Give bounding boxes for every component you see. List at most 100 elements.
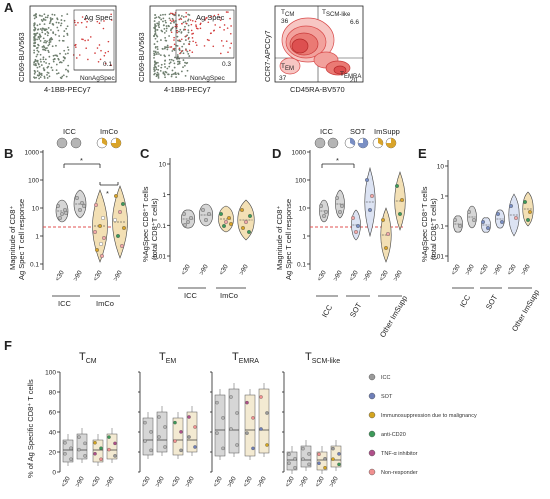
y-tick-label: 80 — [49, 390, 57, 397]
event-dot — [40, 74, 43, 77]
data-point — [324, 209, 329, 214]
event-dot — [164, 36, 167, 39]
event-dot — [188, 40, 191, 43]
event-dot — [34, 58, 37, 61]
x-tick-label: >90 — [362, 269, 374, 282]
y-tick-label: 0.1 — [435, 224, 444, 231]
event-dot — [210, 15, 212, 18]
event-dot — [184, 25, 186, 28]
y-tick-label: 60 — [49, 410, 57, 417]
event-dot — [33, 63, 35, 66]
x-tick-label: <30 — [348, 269, 360, 282]
event-dot — [168, 58, 171, 61]
event-dot — [66, 32, 69, 35]
y-axis-label: Magnitude of CD8⁺ — [275, 206, 284, 270]
event-dot — [67, 48, 70, 51]
panel-label-d: D — [272, 146, 281, 161]
event-dot — [213, 14, 216, 17]
event-dot — [155, 62, 158, 65]
event-dot — [186, 69, 189, 72]
event-dot — [180, 70, 183, 73]
y-tick-label: 10 — [159, 162, 167, 169]
event-dot — [43, 77, 46, 79]
event-dot — [61, 75, 64, 78]
y-tick-label: 0.01 — [431, 254, 444, 261]
y-tick-label: 40 — [49, 430, 57, 437]
x-tick-label: >90 — [392, 269, 404, 282]
data-point — [251, 416, 255, 420]
event-dot — [190, 23, 193, 26]
event-dot — [182, 29, 185, 31]
data-point — [265, 411, 269, 415]
event-dot — [34, 13, 37, 16]
event-dot — [36, 28, 39, 31]
y-axis-label: CD69-BUV563 — [17, 32, 26, 82]
event-dot — [157, 51, 159, 54]
event-dot — [155, 53, 158, 55]
event-dot — [58, 39, 61, 42]
event-dot — [75, 57, 78, 59]
event-dot — [178, 47, 181, 50]
event-dot — [61, 14, 63, 17]
event-dot — [84, 18, 87, 21]
data-point — [228, 221, 233, 226]
y-tick-label: 100 — [295, 178, 306, 185]
event-dot — [191, 33, 193, 35]
event-dot — [39, 34, 42, 37]
event-dot — [176, 35, 179, 38]
y-tick-label: 1 — [35, 234, 39, 241]
data-point — [79, 200, 84, 205]
event-dot — [180, 50, 183, 52]
data-point — [370, 193, 375, 198]
event-dot — [65, 75, 68, 78]
event-dot — [97, 60, 100, 63]
event-dot — [66, 13, 69, 16]
y-tick-label: 1 — [302, 234, 306, 241]
contour-density — [279, 17, 351, 76]
event-dot — [173, 36, 175, 39]
event-dot — [58, 35, 61, 37]
event-dot — [223, 24, 226, 26]
event-dot — [75, 46, 77, 48]
event-dot — [33, 29, 36, 32]
event-dot — [173, 39, 175, 41]
data-point — [112, 217, 117, 222]
event-dot — [177, 63, 179, 66]
event-dot — [39, 58, 42, 61]
event-dot — [39, 14, 42, 17]
event-dot — [172, 59, 175, 62]
data-point — [400, 197, 405, 202]
event-dot — [184, 20, 187, 23]
data-point — [528, 209, 533, 214]
panel-c-chart: 10 1 0.1 0.01 <30 >90 <30 >90 ICC ImCo %AgSpec… — [141, 158, 255, 300]
event-dot — [158, 21, 160, 23]
event-dot — [194, 20, 197, 23]
event-dot — [49, 17, 52, 19]
event-dot — [33, 14, 35, 17]
event-dot — [40, 72, 43, 75]
event-dot — [41, 15, 43, 17]
data-point — [206, 211, 211, 216]
data-point — [77, 435, 81, 439]
x-tick-label: <30 — [450, 263, 462, 276]
event-dot — [153, 20, 156, 22]
event-dot — [46, 40, 48, 43]
event-dot — [85, 47, 87, 50]
data-point — [200, 207, 205, 212]
gate-nonagspec-label: NonAgSpec — [190, 75, 225, 82]
panel-label-e: E — [418, 146, 427, 161]
data-point — [317, 452, 321, 456]
event-dot — [61, 39, 64, 42]
event-dot — [227, 51, 229, 53]
event-dot — [166, 44, 169, 47]
event-dot — [74, 21, 76, 24]
tscm-value: 6.6 — [350, 19, 359, 26]
group-label-imco: ImCo — [96, 299, 114, 308]
group-label-sot: SOT — [484, 293, 500, 311]
event-dot — [49, 20, 52, 23]
event-dot — [225, 40, 228, 42]
event-dot — [43, 60, 46, 63]
event-dot — [154, 32, 157, 35]
event-dot — [65, 68, 67, 71]
